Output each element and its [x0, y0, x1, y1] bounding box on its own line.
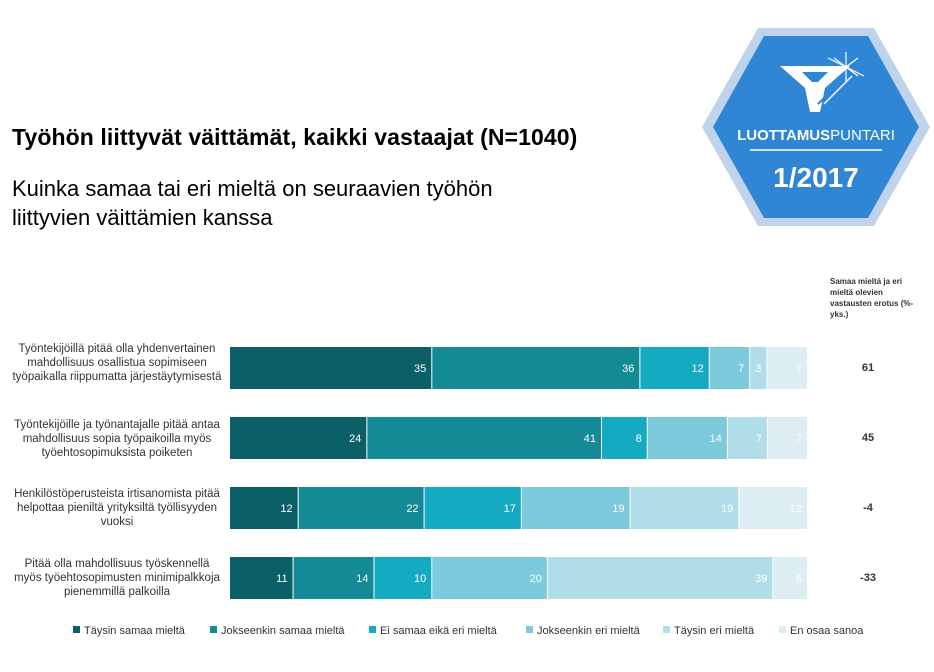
difference-value-3: -4 — [863, 502, 873, 514]
data-label-r1-s6: 7 — [796, 363, 802, 375]
bar-segment-r2-s6 — [767, 417, 807, 459]
data-label-r3-s2: 22 — [406, 503, 418, 515]
bar-segment-r1-s4 — [709, 347, 750, 389]
legend-label: Jokseenkin samaa mieltä — [221, 625, 345, 637]
bar-segment-r3-s2 — [298, 487, 424, 529]
difference-column-header: Samaa mieltä ja eri mieltä olevien vasta… — [830, 277, 914, 319]
legend-item-2: Jokseenkin samaa mieltä — [210, 625, 345, 637]
data-label-r1-s1: 35 — [414, 363, 426, 375]
data-label-r4-s5: 39 — [755, 573, 767, 585]
data-label-r2-s1: 24 — [349, 433, 361, 445]
data-label-r4-s1: 11 — [276, 573, 287, 585]
legend-item-6: En osaa sanoa — [779, 625, 863, 637]
bar-segment-r1-s5 — [750, 347, 767, 389]
bar-segment-r2-s2 — [367, 417, 601, 459]
data-label-r1-s3: 12 — [691, 363, 703, 375]
data-label-r3-s1: 12 — [280, 503, 292, 515]
category-label-1: Työntekijöillä pitää olla yhdenvertainen… — [12, 343, 222, 383]
bar-segment-r4-s4 — [432, 557, 547, 599]
bar-segment-r2-s3 — [601, 417, 647, 459]
legend-label: Ei samaa eikä eri mieltä — [380, 625, 497, 637]
chart-title: Työhön liittyvät väittämät, kaikki vasta… — [12, 124, 578, 150]
legend-item-4: Jokseenkin eri mieltä — [526, 625, 640, 637]
bar-segment-r4-s3 — [374, 557, 432, 599]
legend-label: Täysin samaa mieltä — [84, 625, 185, 637]
data-label-r1-s5: 3 — [755, 363, 761, 375]
data-label-r1-s2: 36 — [622, 363, 634, 375]
legend-label: Täysin eri mieltä — [674, 625, 755, 637]
data-label-r2-s2: 41 — [584, 433, 596, 445]
bar-segment-r4-s2 — [293, 557, 374, 599]
data-label-r2-s6: 7 — [796, 433, 802, 445]
luottamuspuntari-badge: LUOTTAMUSPUNTARI 1/2017 — [700, 26, 932, 228]
bar-segment-r3-s3 — [424, 487, 521, 529]
difference-value-4: -33 — [860, 572, 876, 584]
badge-issue-text: 1/2017 — [773, 162, 859, 193]
category-label-4: Pitää olla mahdollisuus työskennellä myö… — [14, 558, 220, 598]
bar-segment-r1-s1 — [230, 347, 432, 389]
data-label-r3-s3: 17 — [504, 503, 516, 515]
bar-segment-r3-s6 — [739, 487, 807, 529]
data-label-r2-s4: 14 — [710, 433, 722, 445]
bar-segment-r2-s5 — [727, 417, 767, 459]
bar-segment-r2-s1 — [230, 417, 367, 459]
data-label-r3-s4: 19 — [612, 503, 624, 515]
data-label-r3-s6: 12 — [790, 503, 802, 515]
legend-item-3: Ei samaa eikä eri mieltä — [369, 625, 497, 637]
bar-segment-r1-s6 — [767, 347, 807, 389]
bar-segment-r1-s3 — [640, 347, 709, 389]
difference-value-2: 45 — [861, 432, 875, 444]
data-label-r4-s6: 6 — [796, 573, 802, 585]
data-label-r4-s3: 10 — [414, 573, 426, 585]
legend-item-1: Täysin samaa mieltä — [73, 625, 185, 637]
bar-segment-r4-s1 — [230, 557, 293, 599]
bar-segment-r3-s1 — [230, 487, 298, 529]
bar-segment-r1-s2 — [432, 347, 640, 389]
data-label-r2-s3: 8 — [636, 433, 642, 445]
category-label-2: Työntekijöille ja työnantajalle pitää an… — [14, 419, 220, 459]
bar-segment-r2-s4 — [647, 417, 727, 459]
data-label-r4-s4: 20 — [530, 573, 542, 585]
bar-segment-r3-s4 — [521, 487, 630, 529]
legend-label: En osaa sanoa — [790, 625, 864, 637]
chart-subtitle: Kuinka samaa tai eri mieltä on seuraavie… — [12, 176, 493, 230]
funnel-star-logo-icon — [780, 52, 865, 112]
bar-segment-r3-s5 — [630, 487, 739, 529]
legend-item-5: Täysin eri mieltä — [663, 625, 754, 637]
legend-swatch — [369, 626, 376, 633]
bar-segment-r4-s5 — [547, 557, 773, 599]
data-label-r3-s5: 19 — [721, 503, 733, 515]
category-label-3: Henkilöstöperusteista irtisanomista pitä… — [14, 488, 220, 528]
badge-brand-text: LUOTTAMUSPUNTARI — [737, 127, 895, 144]
legend-swatch — [73, 626, 80, 633]
difference-value-1: 61 — [861, 362, 875, 374]
legend-swatch — [779, 626, 786, 633]
legend-swatch — [210, 626, 217, 633]
data-label-r1-s4: 7 — [738, 363, 744, 375]
data-label-r4-s2: 14 — [356, 573, 368, 585]
legend-swatch — [526, 626, 533, 633]
legend-swatch — [663, 626, 670, 633]
data-label-r2-s5: 7 — [756, 433, 762, 445]
bar-segment-r4-s6 — [773, 557, 807, 599]
legend-label: Jokseenkin eri mieltä — [537, 625, 640, 637]
badge-inner-hexagon — [713, 36, 919, 218]
